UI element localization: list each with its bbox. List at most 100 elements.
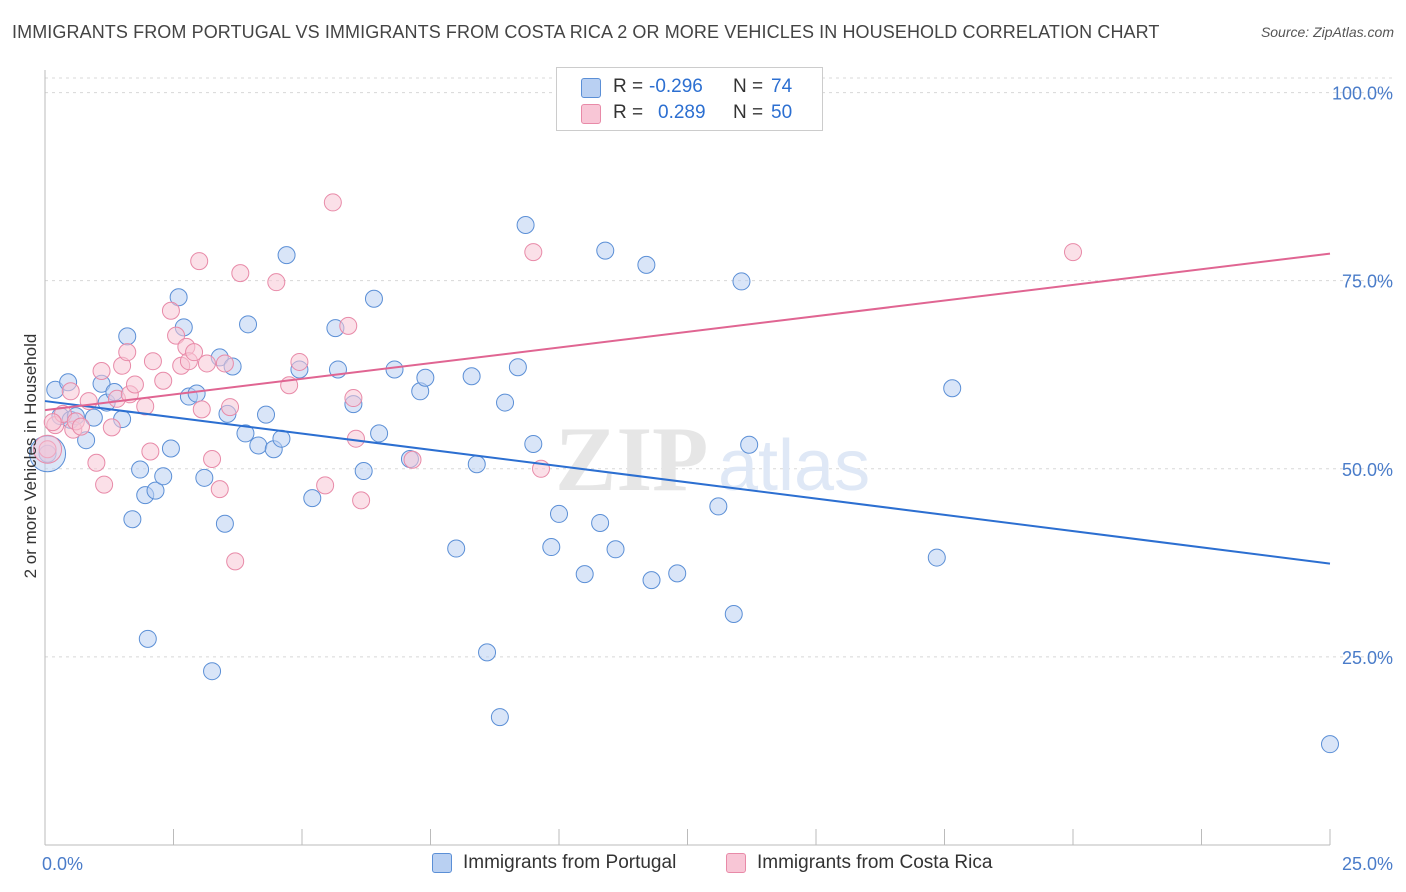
point-portugal <box>516 216 535 234</box>
legend-n-value: 74 <box>771 76 793 97</box>
legend-r-value: 0.289 <box>658 102 706 123</box>
legend-row-portugal: R = -0.296 N = 74 <box>557 76 822 100</box>
point-costarica <box>197 354 216 373</box>
point-portugal <box>203 662 222 681</box>
point-portugal <box>447 539 466 558</box>
bottom-legend-swatch-portugal <box>432 853 452 873</box>
point-costarica <box>154 371 173 390</box>
point-costarica <box>403 450 422 469</box>
trend-line-portugal <box>44 400 1331 565</box>
point-portugal <box>364 289 383 308</box>
point-portugal <box>138 629 157 648</box>
point-costarica <box>221 398 240 417</box>
point-costarica <box>352 491 371 510</box>
legend: R = -0.296 N = 74 R = 0.289 N = 50 <box>556 67 823 131</box>
point-costarica <box>524 243 543 262</box>
watermark-atlas: atlas <box>718 426 870 506</box>
legend-swatch-costarica <box>581 104 601 124</box>
series-costarica-points <box>33 193 1082 571</box>
point-portugal <box>118 327 137 346</box>
point-costarica <box>185 343 204 362</box>
point-portugal <box>257 405 276 424</box>
point-portugal <box>740 435 759 454</box>
legend-row-costarica: R = 0.289 N = 50 <box>557 102 822 126</box>
point-portugal <box>575 565 594 584</box>
point-portugal <box>131 460 150 479</box>
point-costarica <box>143 352 162 371</box>
point-portugal <box>927 548 946 567</box>
point-portugal <box>478 643 497 662</box>
point-portugal <box>354 462 373 481</box>
y-axis-label: 2 or more Vehicles in Household <box>21 334 40 579</box>
point-portugal <box>668 564 687 583</box>
point-costarica <box>92 361 111 380</box>
point-portugal <box>591 513 610 532</box>
legend-r-label: R = <box>613 76 644 97</box>
point-portugal <box>524 434 543 453</box>
point-costarica-large <box>33 434 63 464</box>
point-portugal <box>239 315 258 334</box>
point-costarica <box>192 400 211 419</box>
point-costarica <box>290 352 309 371</box>
point-portugal <box>370 424 389 443</box>
point-portugal <box>385 360 404 379</box>
point-costarica <box>231 264 250 283</box>
point-costarica <box>118 343 137 362</box>
point-costarica <box>339 316 358 335</box>
chart-title: IMMIGRANTS FROM PORTUGAL VS IMMIGRANTS F… <box>12 22 1160 42</box>
legend-swatch-portugal <box>581 78 601 98</box>
point-costarica <box>344 389 363 408</box>
point-portugal <box>724 605 743 624</box>
point-portugal <box>542 538 561 557</box>
point-costarica <box>267 273 286 292</box>
y-tick-label: 100.0% <box>1332 84 1393 104</box>
point-costarica <box>102 418 121 437</box>
x-tick-label: 0.0% <box>42 854 83 874</box>
point-portugal <box>161 439 180 458</box>
point-portugal <box>467 455 486 474</box>
point-portugal <box>146 481 165 500</box>
point-costarica <box>167 326 186 345</box>
point-costarica <box>1064 243 1082 262</box>
point-costarica <box>61 382 80 401</box>
point-costarica <box>226 552 245 571</box>
point-portugal <box>606 540 625 559</box>
point-costarica <box>190 252 209 271</box>
trend-line-costarica <box>44 252 1331 412</box>
point-portugal <box>123 510 142 529</box>
point-portugal <box>169 288 188 307</box>
watermark: ZIP atlas <box>555 408 870 510</box>
point-portugal <box>236 424 255 443</box>
point-portugal <box>596 241 615 260</box>
point-costarica <box>316 476 335 495</box>
legend-n-value: 50 <box>771 102 793 123</box>
point-portugal <box>490 708 509 727</box>
legend-n-label: N = <box>733 102 764 123</box>
point-portugal <box>187 384 206 403</box>
legend-n-label: N = <box>733 76 764 97</box>
x-tick-label: 25.0% <box>1342 854 1393 874</box>
point-portugal <box>272 429 291 448</box>
point-portugal <box>1321 735 1339 754</box>
point-costarica <box>87 453 106 472</box>
grid-lines <box>45 77 1392 658</box>
point-portugal <box>496 393 515 412</box>
point-costarica <box>161 301 180 320</box>
point-portugal <box>249 436 268 455</box>
point-portugal <box>508 358 527 377</box>
bottom-legend-label-portugal: Immigrants from Portugal <box>463 852 677 873</box>
point-costarica <box>141 442 160 461</box>
point-portugal <box>462 367 481 386</box>
point-portugal <box>84 408 103 427</box>
point-portugal <box>416 368 435 387</box>
point-portugal <box>277 246 296 265</box>
y-tick-label: 75.0% <box>1342 272 1393 292</box>
point-portugal <box>154 467 173 486</box>
point-costarica <box>95 475 114 494</box>
point-costarica <box>323 193 342 212</box>
point-portugal <box>709 497 728 516</box>
point-costarica <box>43 413 62 432</box>
point-costarica <box>38 440 57 459</box>
point-portugal <box>732 272 751 291</box>
